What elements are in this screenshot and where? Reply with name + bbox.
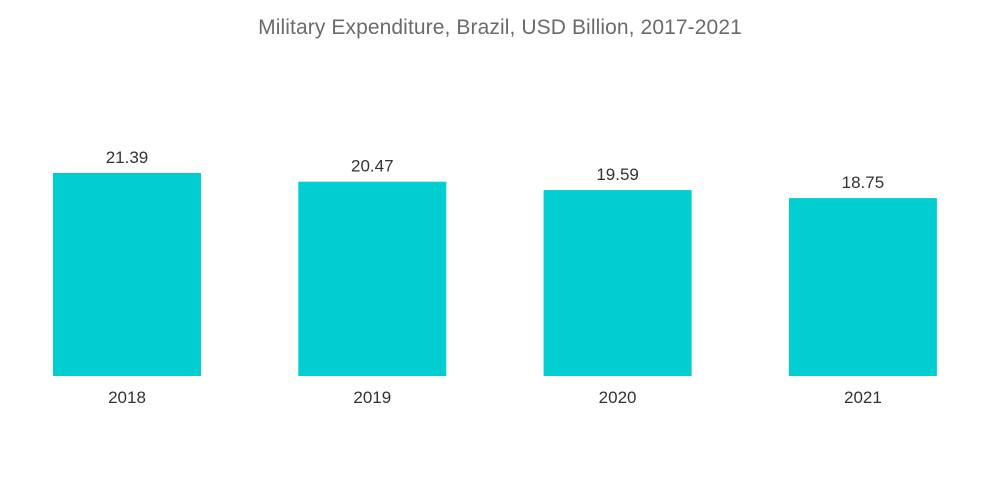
bar-2019 bbox=[298, 181, 447, 376]
data-label-2018: 21.39 bbox=[106, 148, 149, 167]
x-tick-label-2018: 2018 bbox=[108, 388, 146, 407]
bar-2021 bbox=[788, 198, 937, 376]
x-tick-label-2021: 2021 bbox=[844, 388, 882, 407]
data-label-2021: 18.75 bbox=[842, 173, 885, 192]
x-tick-label-2019: 2019 bbox=[353, 388, 391, 407]
bar-2020 bbox=[543, 190, 692, 376]
data-label-2020: 19.59 bbox=[596, 165, 639, 184]
bar-2018 bbox=[53, 173, 201, 376]
data-label-2019: 20.47 bbox=[351, 157, 394, 176]
x-tick-label-2020: 2020 bbox=[599, 388, 637, 407]
chart-title: Military Expenditure, Brazil, USD Billio… bbox=[258, 16, 742, 39]
